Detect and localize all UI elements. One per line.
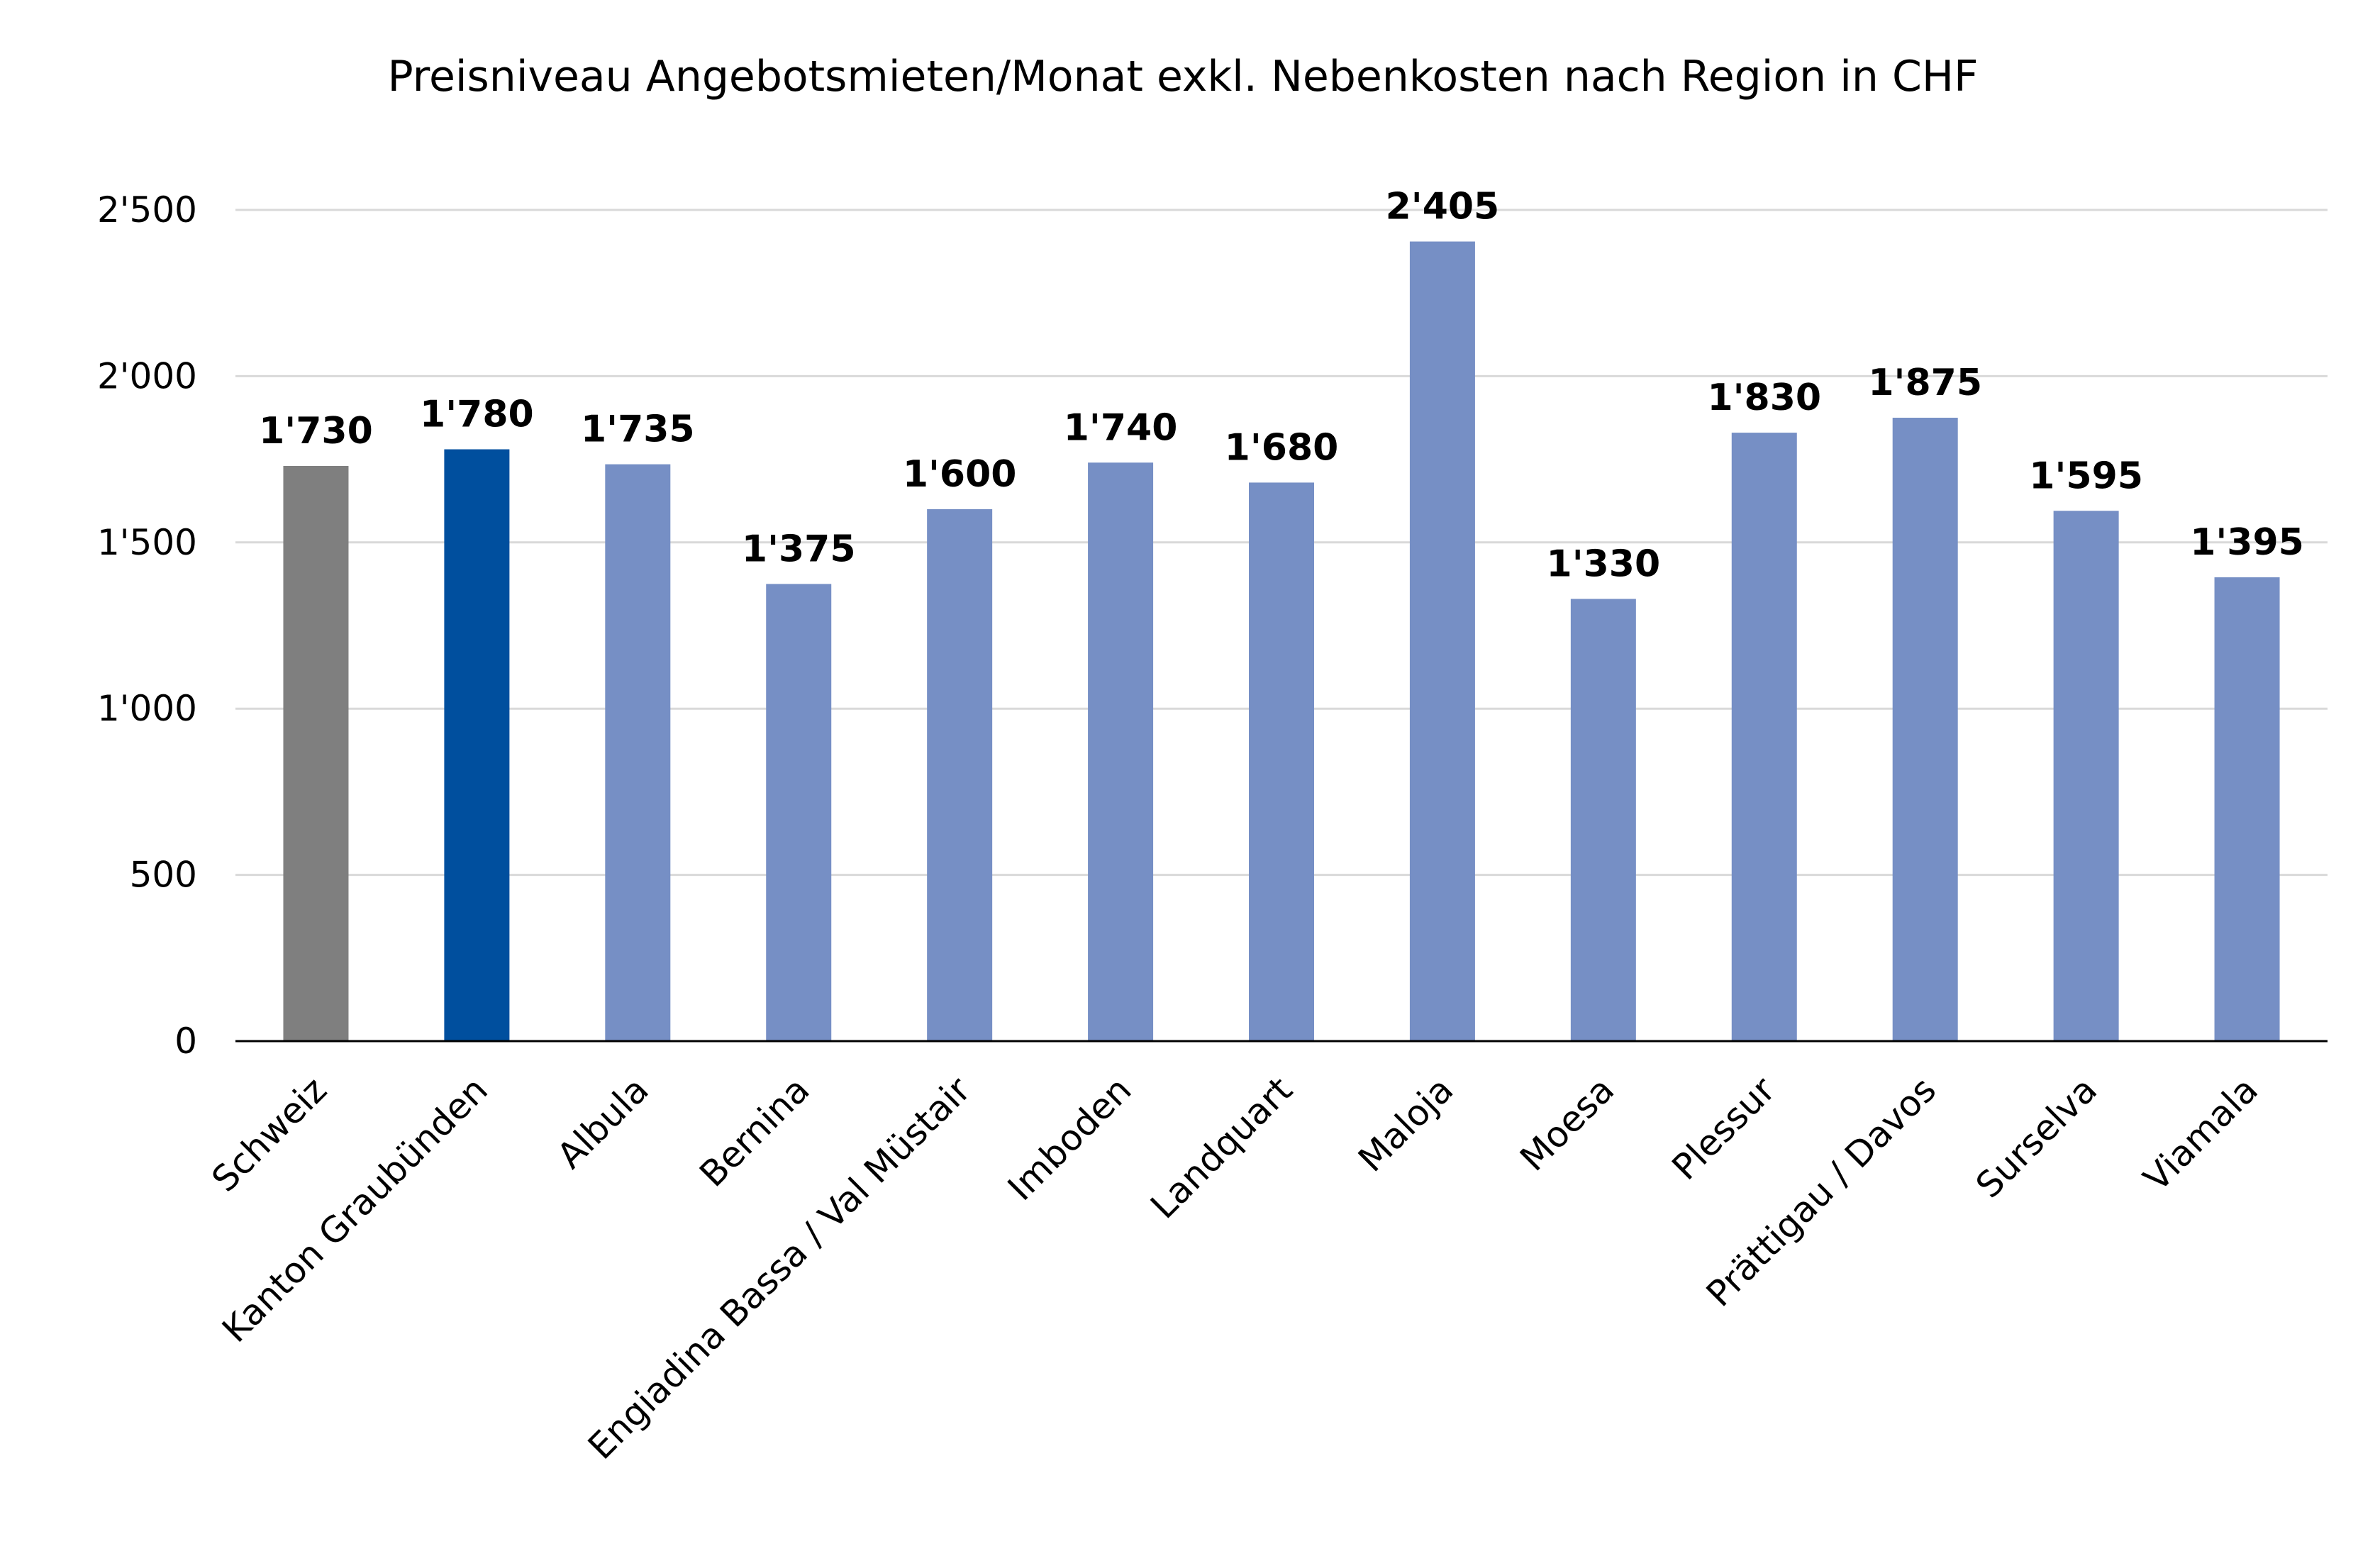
data-label: 1'395 xyxy=(2190,521,2304,564)
data-label: 1'375 xyxy=(742,528,856,570)
bar xyxy=(1892,418,1958,1041)
bar xyxy=(766,584,832,1041)
data-label: 1'600 xyxy=(903,453,1017,496)
x-tick-label: Schweiz xyxy=(204,1069,335,1199)
x-tick-label: Plessur xyxy=(1664,1069,1784,1188)
data-label: 1'875 xyxy=(1868,362,1982,404)
y-tick-label: 1'000 xyxy=(97,688,197,729)
bar xyxy=(444,449,510,1041)
y-tick-label: 500 xyxy=(130,855,197,896)
bar xyxy=(1088,462,1154,1041)
bar xyxy=(283,465,349,1041)
x-tick-label: Maloja xyxy=(1350,1069,1461,1179)
y-tick-label: 1'500 xyxy=(97,522,197,563)
bar xyxy=(1249,482,1314,1041)
data-label: 1'735 xyxy=(581,409,695,451)
x-tick-label: Albula xyxy=(549,1069,656,1176)
data-label: 2'405 xyxy=(1386,186,1500,228)
x-tick-label: Imboden xyxy=(1000,1069,1140,1208)
data-label: 1'330 xyxy=(1547,543,1661,585)
bar xyxy=(1409,241,1475,1041)
x-tick-label: Moesa xyxy=(1512,1069,1622,1179)
x-tick-label: Kanton Graubünden xyxy=(214,1069,496,1350)
data-labels: 1'730 1'780 1'735 1'375 1'600 1'740 1'680 2'405… xyxy=(259,186,2304,586)
y-tick-label: 0 xyxy=(174,1021,197,1062)
y-tick-label: 2'500 xyxy=(97,189,197,230)
bars xyxy=(283,241,2280,1041)
x-tick-label: Bernina xyxy=(691,1069,817,1194)
data-label: 1'595 xyxy=(2029,455,2143,497)
x-tick-label: Surselva xyxy=(1968,1069,2105,1206)
data-label: 1'740 xyxy=(1064,406,1178,449)
bar xyxy=(1731,433,1797,1041)
bar xyxy=(2214,577,2280,1041)
data-label: 1'680 xyxy=(1225,426,1339,469)
y-axis-ticks: 0 500 1'000 1'500 2'000 2'500 xyxy=(97,189,197,1062)
data-label: 1'730 xyxy=(259,410,373,452)
bar xyxy=(2053,511,2119,1041)
bar xyxy=(605,464,671,1041)
data-label: 1'780 xyxy=(420,394,534,436)
x-tick-label: Viamala xyxy=(2136,1069,2267,1199)
chart-title: Preisniveau Angebotsmieten/Monat exkl. N… xyxy=(387,52,1978,101)
bar xyxy=(927,509,993,1041)
y-tick-label: 2'000 xyxy=(97,355,197,396)
bar xyxy=(1570,599,1636,1041)
x-tick-label: Landquart xyxy=(1142,1069,1300,1226)
data-label: 1'830 xyxy=(1707,377,1821,419)
